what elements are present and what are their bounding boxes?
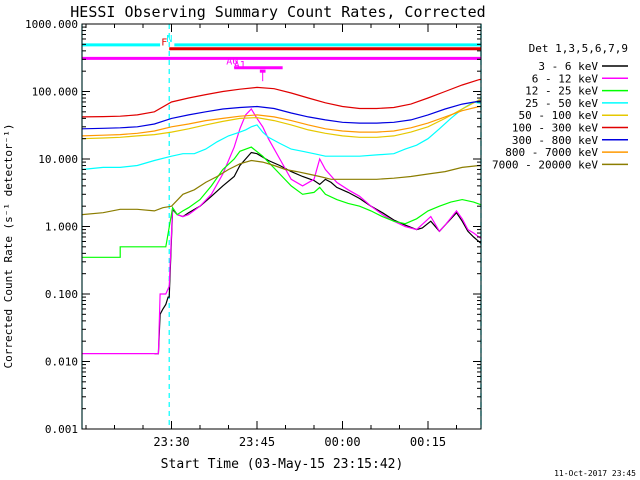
y-tick-label-2: 10.000 <box>38 153 78 166</box>
legend-label-8: 7000 - 20000 keV <box>492 158 598 171</box>
legend-label-7: 800 - 7000 keV <box>505 146 598 159</box>
y-tick-label-6: 0.001 <box>45 423 78 436</box>
y-axis-label: Corrected Count Rate (s⁻¹ detector⁻¹) <box>2 123 15 368</box>
y-tick-label-5: 0.010 <box>45 356 78 369</box>
series-line-6 <box>82 100 481 130</box>
annotation-label-0: N <box>166 34 172 45</box>
footer-timestamp: 11-Oct-2017 23:45 <box>554 469 636 478</box>
legend-label-2: 12 - 25 keV <box>525 85 598 98</box>
y-tick-label-3: 1.000 <box>45 221 78 234</box>
series-line-2 <box>82 146 481 258</box>
chart-title: HESSI Observing Summary Count Rates, Cor… <box>70 3 485 21</box>
legend-label-0: 3 - 6 keV <box>538 60 598 73</box>
y-tick-label-0: 1000.000 <box>25 18 78 31</box>
series-line-4 <box>82 99 481 140</box>
legend-label-6: 300 - 800 keV <box>512 134 598 147</box>
x-tick-label-1: 23:45 <box>239 435 275 449</box>
series-lines <box>82 78 481 355</box>
x-tick-label-2: 00:00 <box>324 435 360 449</box>
series-line-1 <box>82 108 481 355</box>
series-line-7 <box>82 105 481 137</box>
y-tick-label-4: 0.100 <box>45 288 78 301</box>
legend-label-3: 25 - 50 keV <box>525 97 598 110</box>
series-line-8 <box>82 159 481 216</box>
series-line-3 <box>82 101 481 171</box>
plot-axes: 1000.000 100.000 10.000 1.000 0.100 0.010 0.00… <box>25 18 482 449</box>
legend-label-4: 50 - 100 keV <box>519 109 599 122</box>
annotation-label-1: F <box>161 38 167 49</box>
annotation-label-3: A1 <box>234 60 246 71</box>
annotation-label-4: A0 <box>226 57 238 68</box>
x-tick-label-0: 23:30 <box>153 435 189 449</box>
legend-title: Det 1,3,5,6,7,9 <box>529 42 628 55</box>
x-tick-label-3: 00:15 <box>410 435 446 449</box>
legend-label-1: 6 - 12 keV <box>532 72 599 85</box>
x-axis-label: Start Time (03-May-15 23:15:42) <box>161 457 404 472</box>
series-line-5 <box>82 78 481 118</box>
legend-label-5: 100 - 300 keV <box>512 122 598 135</box>
y-tick-label-1: 100.000 <box>32 86 78 99</box>
